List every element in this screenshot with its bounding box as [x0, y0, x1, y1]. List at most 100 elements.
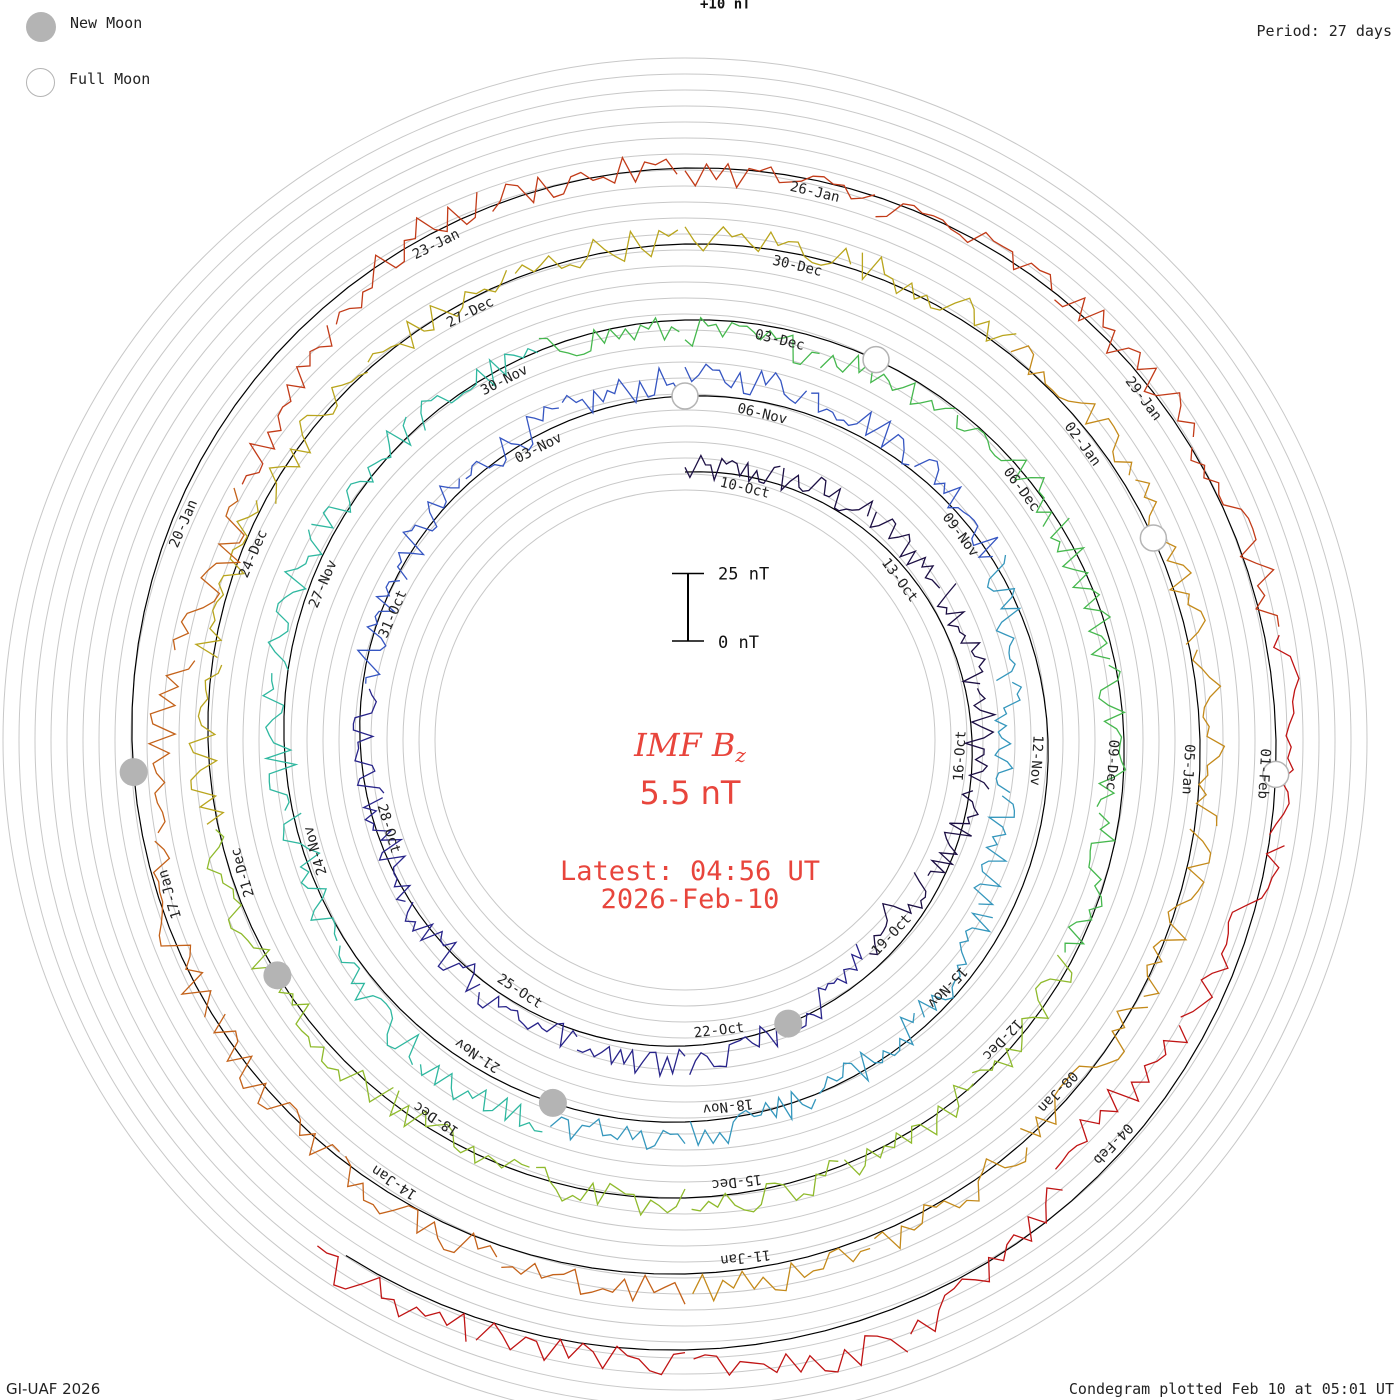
bz-trace-segment	[689, 1019, 790, 1076]
bz-trace-segment	[206, 829, 276, 979]
grid-ring	[306, 361, 1064, 1119]
bz-trace-segment	[927, 790, 979, 877]
bz-trace-segment	[261, 673, 299, 811]
new-moon-marker	[119, 758, 148, 787]
bz-trace-segment	[693, 1335, 909, 1377]
bz-trace-segment	[278, 976, 394, 1103]
bz-trace-segment	[684, 225, 852, 266]
bz-trace-segment	[538, 316, 680, 357]
bz-trace-segment	[152, 840, 212, 1018]
bz-trace-segment	[335, 192, 478, 325]
latest-value: 5.5 nT	[639, 774, 741, 812]
chart-title-sub: z	[735, 743, 746, 767]
grid-ring	[290, 345, 1080, 1135]
date-label: 05-Jan	[1178, 744, 1197, 795]
bz-trace-segment	[1180, 845, 1285, 1018]
grid-ring	[418, 473, 952, 1007]
bz-trace-segment	[875, 203, 1053, 291]
bz-trace-segment	[268, 371, 368, 504]
date-label: 12-Nov	[1027, 735, 1046, 786]
bz-trace-segment	[241, 325, 333, 485]
bz-trace-segment	[492, 155, 678, 212]
bz-trace-segment	[914, 458, 999, 558]
grid-ring	[146, 201, 1224, 1279]
bz-trace-segment	[356, 580, 400, 684]
new-moon-marker	[774, 1009, 803, 1038]
bz-trace-segment	[1055, 1025, 1189, 1170]
bz-trace-segment	[311, 416, 412, 529]
bz-trace-segment	[172, 487, 245, 651]
bz-trace-segment	[514, 229, 679, 274]
grid-ring	[98, 153, 1272, 1327]
date-label: 03-Dec	[753, 327, 806, 354]
bz-trace-segment	[477, 992, 578, 1049]
bz-trace-segment	[1049, 517, 1112, 660]
bz-trace-segment	[1020, 1006, 1148, 1138]
full-moon-marker	[1261, 760, 1290, 789]
date-label: 18-Nov	[702, 1095, 754, 1117]
bz-trace-segment	[282, 812, 338, 942]
credit-label: GI-UAF 2026	[6, 1380, 101, 1398]
bz-trace-segment	[689, 1090, 817, 1147]
new-moon-marker	[263, 961, 292, 990]
bz-trace-segment	[684, 454, 781, 485]
bz-trace-segment	[501, 1262, 686, 1305]
bz-trace-segment	[561, 366, 681, 415]
bz-trace-segment	[972, 954, 1073, 1074]
new-moon-marker	[538, 1088, 567, 1117]
bz-trace-segment	[1190, 447, 1280, 627]
chart-title-main: IMF B	[634, 726, 736, 764]
bz-trace-segment	[910, 1187, 1063, 1335]
date-label: 16-Oct	[951, 730, 970, 781]
full-moon-marker	[1139, 524, 1168, 552]
grid-ring	[34, 89, 1336, 1391]
grid-ring	[258, 313, 1112, 1167]
bz-trace-segment	[684, 162, 876, 200]
grid-ring	[130, 185, 1240, 1295]
bz-trace-segment	[345, 1155, 498, 1258]
zero-baseline	[131, 167, 1277, 1351]
bz-trace-segment	[465, 405, 559, 480]
legend-new-moon-label: New Moon	[70, 14, 143, 32]
moon-markers	[119, 345, 1290, 1117]
full-moon-marker	[862, 345, 890, 374]
bz-trace-segment	[861, 252, 1017, 343]
plotted-label: Condegram plotted Feb 10 at 05:01 UT	[1068, 1380, 1394, 1398]
grid-ring	[354, 409, 1016, 1071]
grid-ring	[50, 105, 1320, 1375]
bz-trace-segment	[576, 1045, 686, 1079]
bz-trace-segment	[819, 353, 956, 411]
reference-labels: +10 nT+20 nT	[700, 0, 751, 13]
bz-trace-segment	[317, 1245, 467, 1342]
bz-trace-segment	[267, 529, 323, 671]
bz-trace-segment	[936, 583, 987, 685]
bz-trace-segment	[917, 912, 993, 1018]
bz-trace-segment	[1135, 479, 1206, 645]
bz-trace-segment	[1192, 649, 1226, 827]
bz-trace-segment	[1096, 664, 1127, 808]
bz-trace-segment	[396, 478, 460, 580]
scale-bar: 25 nT 0 nT	[672, 565, 769, 653]
full-moon-marker	[671, 382, 699, 410]
grid-ring	[434, 489, 936, 991]
period-label: Period: 27 days	[1256, 22, 1392, 40]
bz-trace-segment	[993, 681, 1023, 794]
bz-trace-segment	[549, 1116, 686, 1151]
bz-trace-segment	[419, 1064, 543, 1133]
scale-bar-high-label: 25 nT	[718, 565, 769, 585]
bz-trace-segment	[1064, 812, 1117, 953]
grid-ring	[402, 457, 968, 1023]
bz-trace-segment	[843, 1083, 974, 1176]
grid-ring	[386, 441, 984, 1039]
bz-trace-segment	[420, 347, 539, 431]
latest-time: Latest: 04:56 UT	[559, 856, 821, 887]
grid-ring	[274, 329, 1096, 1151]
bz-trace-segment	[973, 795, 1016, 906]
latest-date: 2026-Feb-10	[600, 884, 780, 915]
bz-trace-segment	[790, 943, 863, 1030]
bz-trace-segment	[367, 269, 508, 363]
grid-ring	[2, 57, 1368, 1400]
bz-trace-segment	[691, 1160, 839, 1213]
bz-trace-segment	[1268, 634, 1300, 836]
